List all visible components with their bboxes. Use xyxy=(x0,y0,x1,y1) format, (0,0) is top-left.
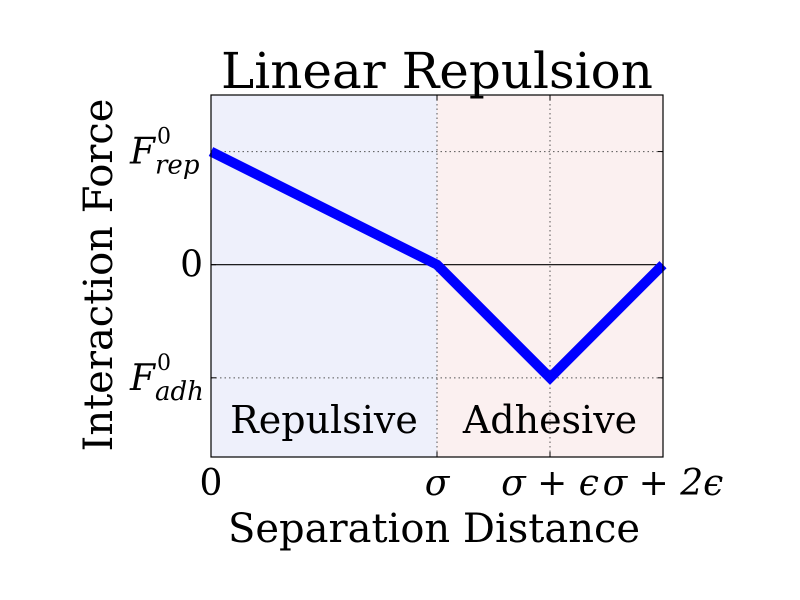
y-tick-label-2-base: F xyxy=(129,358,157,399)
region-repulsive-label: Repulsive xyxy=(230,398,418,442)
x-tick-label-1: σ xyxy=(425,463,451,504)
regions-layer: Repulsive Adhesive xyxy=(211,95,663,457)
y-tick-label-0: F xyxy=(129,132,157,173)
y-tick-label-2-sup: 0 xyxy=(157,351,171,376)
x-tick-label-0: 0 xyxy=(200,463,223,504)
region-repulsive-band xyxy=(211,95,437,457)
y-tick-label-2: F xyxy=(129,358,157,399)
y-tick-label-0-sup: 0 xyxy=(157,125,171,150)
y-tick-label-1-base: 0 xyxy=(180,245,203,286)
y-tick-label-0-sub: rep xyxy=(155,151,200,181)
x-axis-label: Separation Distance xyxy=(228,506,640,552)
x-tick-label-2: σ + ϵ xyxy=(501,463,599,504)
y-tick-label-0-base: F xyxy=(129,132,157,173)
series-line-0 xyxy=(208,147,667,385)
series-layer xyxy=(208,147,667,385)
y-axis-label: Interaction Force xyxy=(76,99,122,452)
chart-title: Linear Repulsion xyxy=(221,42,653,100)
y-tick-label-1: 0 xyxy=(180,245,203,286)
plot-frame xyxy=(210,94,664,458)
y-tick-label-2-sub: adh xyxy=(155,377,204,407)
x-tick-label-3: σ + 2ϵ xyxy=(603,463,724,504)
